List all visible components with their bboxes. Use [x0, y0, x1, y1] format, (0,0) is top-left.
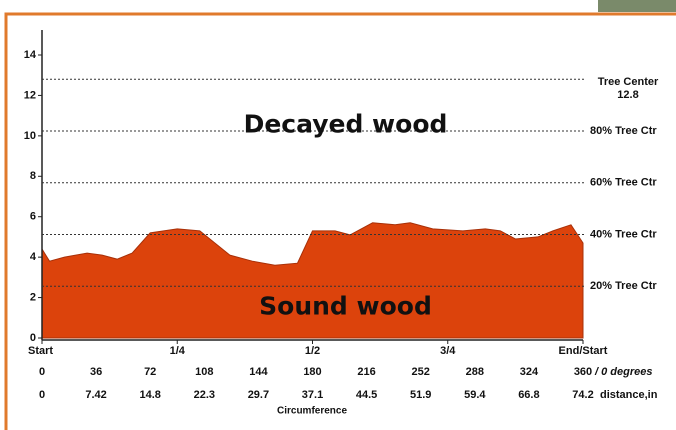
quarter-label: 1/4 [170, 345, 186, 357]
distance-label: 59.4 [464, 389, 486, 401]
x-tick-label: 108 [195, 366, 213, 378]
annotation: Sound wood [259, 292, 432, 321]
x-tick-label: 216 [357, 366, 375, 378]
quarter-label: 3/4 [440, 345, 456, 357]
reference-label: 20% Tree Ctr [590, 280, 657, 292]
reference-label: Tree Center [598, 76, 659, 88]
y-tick-label: 0 [30, 332, 36, 344]
distance-label: 7.42 [85, 389, 106, 401]
reference-label: 80% Tree Ctr [590, 125, 657, 137]
x-tick-label: 288 [466, 366, 484, 378]
x-tick-label: 36 [90, 366, 102, 378]
distance-label: 14.8 [139, 389, 160, 401]
quarter-label: 1/2 [305, 345, 320, 357]
y-tick-label: 4 [30, 251, 37, 263]
distance-label: 37.1 [302, 389, 323, 401]
y-tick-label: 12 [24, 89, 36, 101]
x-tick-label: 324 [520, 366, 539, 378]
y-tick-label: 2 [30, 291, 36, 303]
x-axis-label: Circumference [277, 406, 347, 417]
thumbnail [598, 0, 676, 12]
distance-unit-label: distance,in [600, 389, 658, 401]
x-tick-label: 72 [144, 366, 156, 378]
distance-label: 66.8 [518, 389, 539, 401]
y-tick-label: 14 [24, 49, 37, 61]
distance-label: 44.5 [356, 389, 377, 401]
x-tick-label: 0 [39, 366, 45, 378]
distance-label: 29.7 [248, 389, 269, 401]
chart: 0 2 4 6 8 10 12 14 Tree Center12.8 80% Tree Ctr 60… [0, 0, 676, 430]
y-tick-label: 6 [30, 211, 36, 223]
distance-label: 51.9 [410, 389, 431, 401]
y-tick-label: 8 [30, 170, 36, 182]
x-tick-label: 180 [303, 366, 321, 378]
distance-label: 74.2 [572, 389, 593, 401]
reference-label: 40% Tree Ctr [590, 228, 657, 240]
reference-label: 60% Tree Ctr [590, 177, 657, 189]
quarter-label: Start [28, 345, 53, 357]
x-unit-label: / 0 degrees [594, 366, 652, 378]
x-tick-label: 144 [249, 366, 268, 378]
y-tick-label: 10 [24, 130, 36, 142]
x-tick-label: 252 [412, 366, 430, 378]
quarter-label: End/Start [559, 345, 608, 357]
reference-value: 12.8 [617, 89, 638, 101]
distance-label: 0 [39, 389, 45, 401]
distance-label: 22.3 [194, 389, 215, 401]
x-tick-label: 360 [574, 366, 592, 378]
annotation: Decayed wood [244, 110, 448, 139]
